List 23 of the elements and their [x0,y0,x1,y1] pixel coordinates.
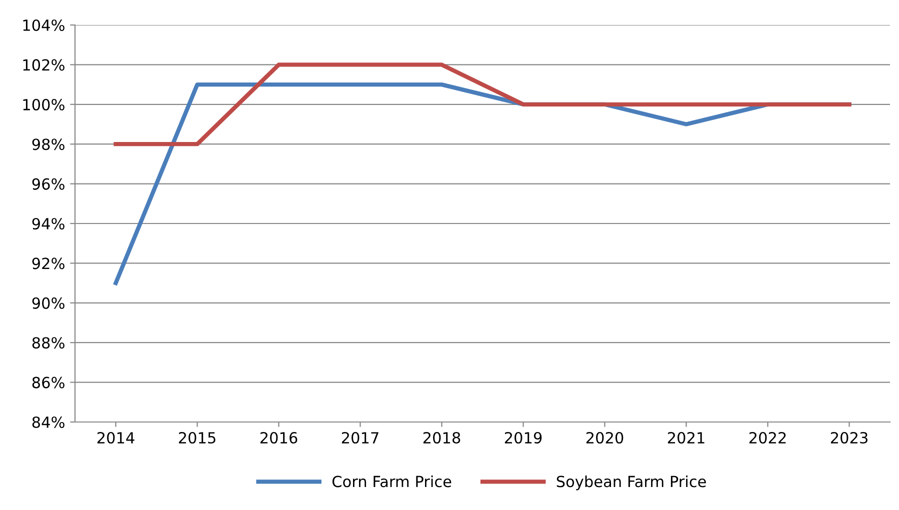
x-tick-label: 2015 [178,432,216,444]
y-tick-label: 86% [32,376,64,388]
x-tick-label: 2016 [260,432,298,444]
x-tick-label: 2017 [342,432,378,444]
x-tick-label: 2019 [504,432,542,444]
x-tick-label: 2022 [749,432,786,444]
x-tick-label: 2020 [586,432,624,444]
y-tick-label: 88% [32,337,64,349]
y-tick-label: 100% [23,98,64,110]
x-tick-label: 2023 [830,432,868,444]
x-tick-label: 2021 [668,432,704,444]
x-tick-label: 2014 [97,432,134,444]
y-tick-label: 102% [23,59,64,71]
y-tick-label: 92% [32,258,64,270]
y-tick-label: 94% [32,218,64,230]
x-tick-label: 2018 [423,432,460,444]
y-tick-label: 104% [23,19,64,32]
legend-label: Soybean Farm Price [556,475,706,490]
y-tick-label: 90% [32,297,64,309]
legend-label: Corn Farm Price [332,475,452,488]
y-tick-label: 98% [32,138,64,150]
y-tick-label: 96% [32,178,64,190]
y-tick-label: 84% [32,416,64,428]
